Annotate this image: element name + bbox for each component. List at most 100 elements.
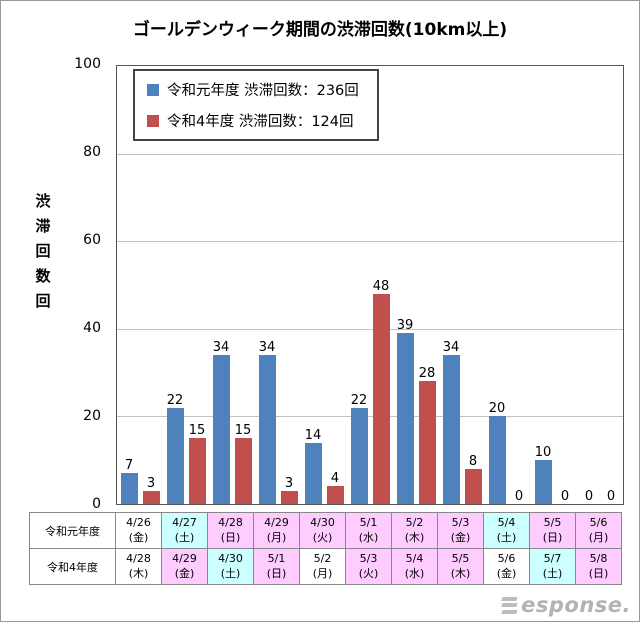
y-tick-label: 60 [83,232,101,249]
bar-value-label: 0 [514,489,524,504]
bar-column: 34 [256,66,278,504]
date-cell: 5/8 (日) [575,548,622,585]
bar-value-label: 15 [188,423,206,439]
bar-value-label: 20 [488,401,506,417]
date-cell: 5/3 (火) [345,548,392,585]
y-tick-labels: 100 80 60 40 20 0 [57,56,105,512]
dow-text: (金) [450,530,471,544]
legend-label: 令和4年度 渋滞回数：124回 [167,114,354,130]
dow-text: (金) [128,530,149,544]
bar-令和元年度 [166,407,184,504]
date-text: 5/2 [405,515,424,529]
bar-column: 8 [462,66,484,504]
date-text: 4/29 [172,551,197,565]
dow-text: (月) [266,530,287,544]
bar-group: 34 15 [209,66,255,504]
bar-column: 15 [186,66,208,504]
date-table-body: 令和元年度 4/26 (金) 4/27 (土) 4/28 (日) 4/29 (月) 4/30 (火)… [29,512,622,585]
date-cell: 4/28 (日) [207,512,254,549]
bar-value-label: 4 [330,471,340,487]
date-cell: 5/5 (日) [529,512,576,549]
dow-text: (火) [312,530,333,544]
bar-令和元年度 [396,333,414,504]
dow-text: (土) [220,566,241,580]
bar-令和元年度 [212,355,230,504]
bar-group: 22 48 [347,66,393,504]
y-tick-label: 0 [92,496,101,513]
date-text: 5/4 [497,515,516,529]
dow-text: (水) [404,566,425,580]
date-cell: 4/27 (土) [161,512,208,549]
dow-text: (土) [496,530,517,544]
date-text: 4/30 [218,551,243,565]
bar-value-label: 22 [350,392,368,408]
date-cell: 5/5 (木) [437,548,484,585]
gridline [117,153,623,155]
bar-group: 34 3 [255,66,301,504]
bar-column: 10 [532,66,554,504]
date-cell: 5/6 (金) [483,548,530,585]
bar-value-label: 28 [418,366,436,382]
bar-value-label: 39 [396,318,414,334]
dow-text: (金) [174,566,195,580]
date-cell: 4/29 (金) [161,548,208,585]
date-cell: 5/1 (水) [345,512,392,549]
date-text: 5/2 [313,551,332,565]
bar-group: 10 0 [531,66,577,504]
dow-text: (日) [266,566,287,580]
bar-column: 34 [440,66,462,504]
date-text: 5/6 [589,515,608,529]
bar-value-label: 34 [212,340,230,356]
row-header: 令和元年度 [29,512,116,549]
dow-text: (金) [496,566,517,580]
bar-value-label: 8 [468,453,478,469]
bar-令和4年度 [418,381,436,504]
dow-text: (月) [588,530,609,544]
bar-group: 39 28 [393,66,439,504]
bar-令和元年度 [350,407,368,504]
y-axis-title-char: 数 [35,267,51,285]
bar-令和4年度 [142,490,160,504]
row-header: 令和4年度 [29,548,116,585]
date-cell: 4/30 (火) [299,512,346,549]
y-axis-title-char: 滞 [35,217,51,235]
y-axis-title: 渋滞回数回 [33,189,53,314]
bar-column: 0 [578,66,600,504]
bar-group: 14 4 [301,66,347,504]
bar-column: 7 [118,66,140,504]
gridline [117,328,623,330]
response-watermark: esponse. [501,593,631,617]
bar-group: 20 0 [485,66,531,504]
date-cell: 5/2 (月) [299,548,346,585]
date-text: 5/4 [405,551,424,565]
response-logo-icon [501,596,518,614]
dow-text: (木) [450,566,471,580]
plot-area: 7 3 22 15 34 15 34 3 14 4 22 48 39 28 34 8 20 0 10 0 0 0 令和元年… [116,65,624,505]
bar-column: 28 [416,66,438,504]
bar-column: 0 [554,66,576,504]
dow-text: (土) [174,530,195,544]
bar-value-label: 22 [166,392,184,408]
date-cell: 5/3 (金) [437,512,484,549]
bar-column: 0 [508,66,530,504]
date-text: 5/3 [451,515,470,529]
gridline [117,241,623,243]
bar-value-label: 3 [146,475,156,491]
bar-value-label: 7 [124,458,134,474]
date-cell: 5/1 (日) [253,548,300,585]
bar-令和元年度 [304,442,322,504]
bar-value-label: 0 [606,489,616,504]
bar-column: 4 [324,66,346,504]
bar-令和4年度 [188,438,206,504]
date-cell: 4/29 (月) [253,512,300,549]
bar-column: 34 [210,66,232,504]
date-text: 5/7 [543,551,562,565]
y-axis-title-char: 渋 [35,192,51,210]
date-cell: 4/26 (金) [115,512,162,549]
bar-column: 20 [486,66,508,504]
bar-令和4年度 [464,468,482,504]
date-text: 5/1 [359,515,378,529]
dow-text: (土) [542,566,563,580]
date-cell: 5/2 (木) [391,512,438,549]
bar-column: 15 [232,66,254,504]
